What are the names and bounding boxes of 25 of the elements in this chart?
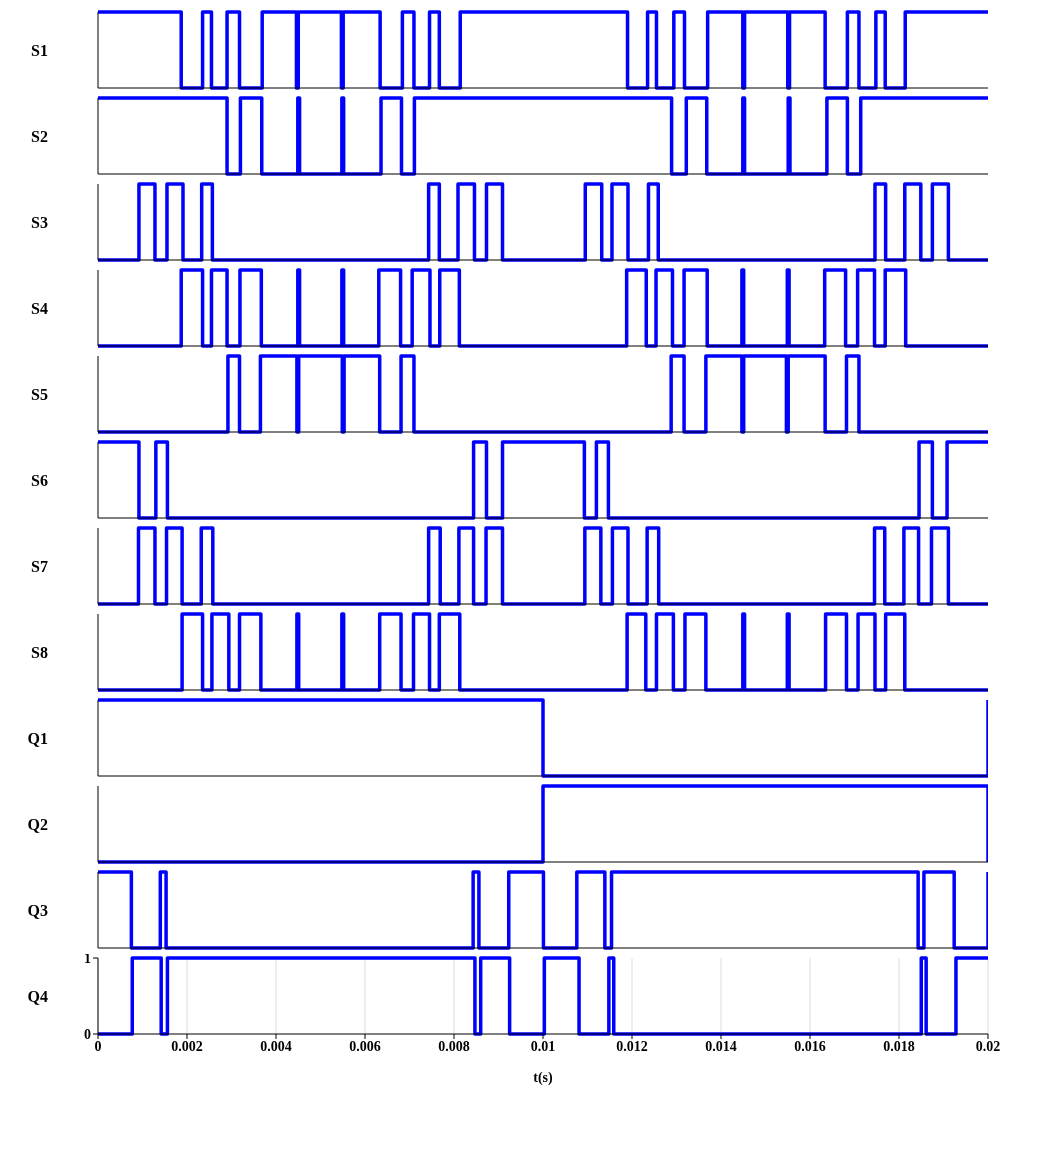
y-axis-title: Q2 xyxy=(27,815,48,833)
y-axis-title: S1 xyxy=(31,41,48,59)
y-axis-title: S4 xyxy=(31,299,48,317)
y-axis-title: Q1 xyxy=(27,729,48,747)
y-axis-title: S8 xyxy=(31,643,48,661)
x-tick-label: 0.006 xyxy=(349,1038,381,1054)
x-tick-label: 0.018 xyxy=(883,1038,915,1054)
y-axis-title: S6 xyxy=(31,471,48,489)
y-axis-title: Q4 xyxy=(27,987,48,1005)
x-tick-label: 0.014 xyxy=(705,1038,737,1054)
x-tick-label: 0 xyxy=(94,1038,102,1054)
x-tick-label: 0.02 xyxy=(975,1038,1001,1054)
y-axis-title: Q3 xyxy=(27,901,48,919)
y-axis-title: S7 xyxy=(31,557,48,575)
x-tick-label: 0.012 xyxy=(616,1038,648,1054)
x-tick-label: 0.002 xyxy=(171,1038,203,1054)
y-axis-title: S2 xyxy=(31,127,48,145)
y-tick-label: 1 xyxy=(84,950,91,966)
x-axis-title: t(s) xyxy=(533,1070,554,1086)
x-tick-label: 0.008 xyxy=(438,1038,470,1054)
x-tick-label: 0.01 xyxy=(530,1038,556,1054)
x-tick-label: 0.004 xyxy=(260,1038,292,1054)
x-tick-label: 0.016 xyxy=(794,1038,826,1054)
y-axis-title: S5 xyxy=(31,385,48,403)
y-axis-title: S3 xyxy=(31,213,48,231)
